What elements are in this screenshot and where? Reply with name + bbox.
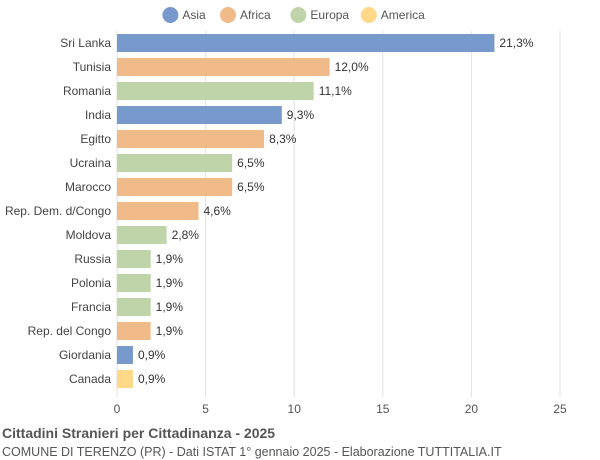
legend-item: America bbox=[360, 7, 425, 23]
legend-label: Asia bbox=[182, 8, 206, 22]
x-tick-label: 15 bbox=[376, 402, 390, 416]
category-label: Ucraina bbox=[70, 156, 112, 170]
value-label: 1,9% bbox=[156, 276, 184, 290]
category-label: Marocco bbox=[65, 180, 111, 194]
bar bbox=[117, 130, 265, 148]
bar bbox=[117, 58, 330, 76]
bar-row: Russia 1,9% bbox=[74, 250, 183, 268]
legend-item: Africa bbox=[220, 7, 271, 23]
x-tick-label: 0 bbox=[114, 402, 121, 416]
value-label: 0,9% bbox=[138, 348, 166, 362]
x-tick-label: 20 bbox=[465, 402, 479, 416]
bar-row: Romania 11,1% bbox=[63, 82, 352, 100]
category-label: Polonia bbox=[71, 276, 111, 290]
category-label: Egitto bbox=[80, 132, 111, 146]
bar bbox=[117, 322, 151, 340]
bar bbox=[117, 226, 167, 244]
chart-subtitle: COMUNE DI TERENZO (PR) - Dati ISTAT 1° g… bbox=[2, 445, 502, 459]
category-label: India bbox=[85, 108, 111, 122]
legend-label: America bbox=[381, 8, 425, 22]
x-tick-label: 10 bbox=[288, 402, 302, 416]
bar bbox=[117, 154, 233, 172]
bar bbox=[117, 82, 314, 100]
bar-row: Polonia 1,9% bbox=[71, 274, 183, 292]
bar bbox=[117, 34, 495, 52]
value-label: 1,9% bbox=[156, 300, 184, 314]
bar-row: Tunisia 12,0% bbox=[73, 58, 369, 76]
legend-label: Africa bbox=[240, 8, 271, 22]
value-label: 12,0% bbox=[335, 60, 369, 74]
category-label: Romania bbox=[63, 84, 111, 98]
bar-row: Canada 0,9% bbox=[69, 370, 166, 388]
legend-label: Europa bbox=[310, 8, 349, 22]
category-label: Canada bbox=[69, 372, 111, 386]
chart-title: Cittadini Stranieri per Cittadinanza - 2… bbox=[2, 425, 276, 441]
value-label: 1,9% bbox=[156, 252, 184, 266]
bar-row: India 9,3% bbox=[85, 106, 315, 124]
bar-row: Marocco 6,5% bbox=[65, 178, 265, 196]
bar-row: Francia 1,9% bbox=[71, 298, 183, 316]
bar bbox=[117, 106, 282, 124]
bar bbox=[117, 250, 151, 268]
legend-swatch bbox=[220, 7, 236, 23]
legend-swatch bbox=[162, 7, 179, 23]
x-tick-label: 25 bbox=[553, 402, 567, 416]
bar-row: Ucraina 6,5% bbox=[70, 154, 265, 172]
bar-row: Sri Lanka 21,3% bbox=[60, 34, 534, 52]
category-label: Sri Lanka bbox=[60, 36, 111, 50]
bar-chart: 0 5 10 15 20 25 Sri Lanka 21,3% Tunisia 12,0% Roma… bbox=[5, 7, 567, 416]
value-label: 4,6% bbox=[204, 204, 232, 218]
legend: Asia Africa Europa America bbox=[162, 7, 425, 23]
value-label: 9,3% bbox=[287, 108, 315, 122]
category-label: Francia bbox=[71, 300, 111, 314]
category-label: Rep. del Congo bbox=[28, 324, 112, 338]
value-label: 6,5% bbox=[237, 180, 265, 194]
bar-row: Moldova 2,8% bbox=[66, 226, 200, 244]
value-label: 1,9% bbox=[156, 324, 184, 338]
category-label: Moldova bbox=[66, 228, 112, 242]
value-label: 0,9% bbox=[138, 372, 166, 386]
bar-row: Rep. del Congo 1,9% bbox=[28, 322, 184, 340]
value-label: 11,1% bbox=[319, 84, 352, 98]
legend-swatch bbox=[290, 7, 307, 23]
category-label: Rep. Dem. d/Congo bbox=[5, 204, 111, 218]
bar bbox=[117, 178, 233, 196]
bar-row: Rep. Dem. d/Congo 4,6% bbox=[5, 202, 231, 220]
value-label: 21,3% bbox=[499, 36, 533, 50]
bar bbox=[117, 298, 151, 316]
bar-row: Egitto 8,3% bbox=[80, 130, 297, 148]
value-label: 2,8% bbox=[172, 228, 200, 242]
bar-row: Giordania 0,9% bbox=[59, 346, 166, 364]
x-tick-label: 5 bbox=[202, 402, 209, 416]
bar bbox=[117, 202, 199, 220]
category-label: Russia bbox=[74, 252, 111, 266]
bar bbox=[117, 274, 151, 292]
legend-item: Europa bbox=[290, 7, 349, 23]
legend-swatch bbox=[360, 7, 377, 23]
value-label: 6,5% bbox=[237, 156, 265, 170]
category-label: Giordania bbox=[59, 348, 111, 362]
value-label: 8,3% bbox=[269, 132, 297, 146]
legend-item: Asia bbox=[162, 7, 206, 23]
bar bbox=[117, 370, 133, 388]
category-label: Tunisia bbox=[73, 60, 112, 74]
bar bbox=[117, 346, 133, 364]
